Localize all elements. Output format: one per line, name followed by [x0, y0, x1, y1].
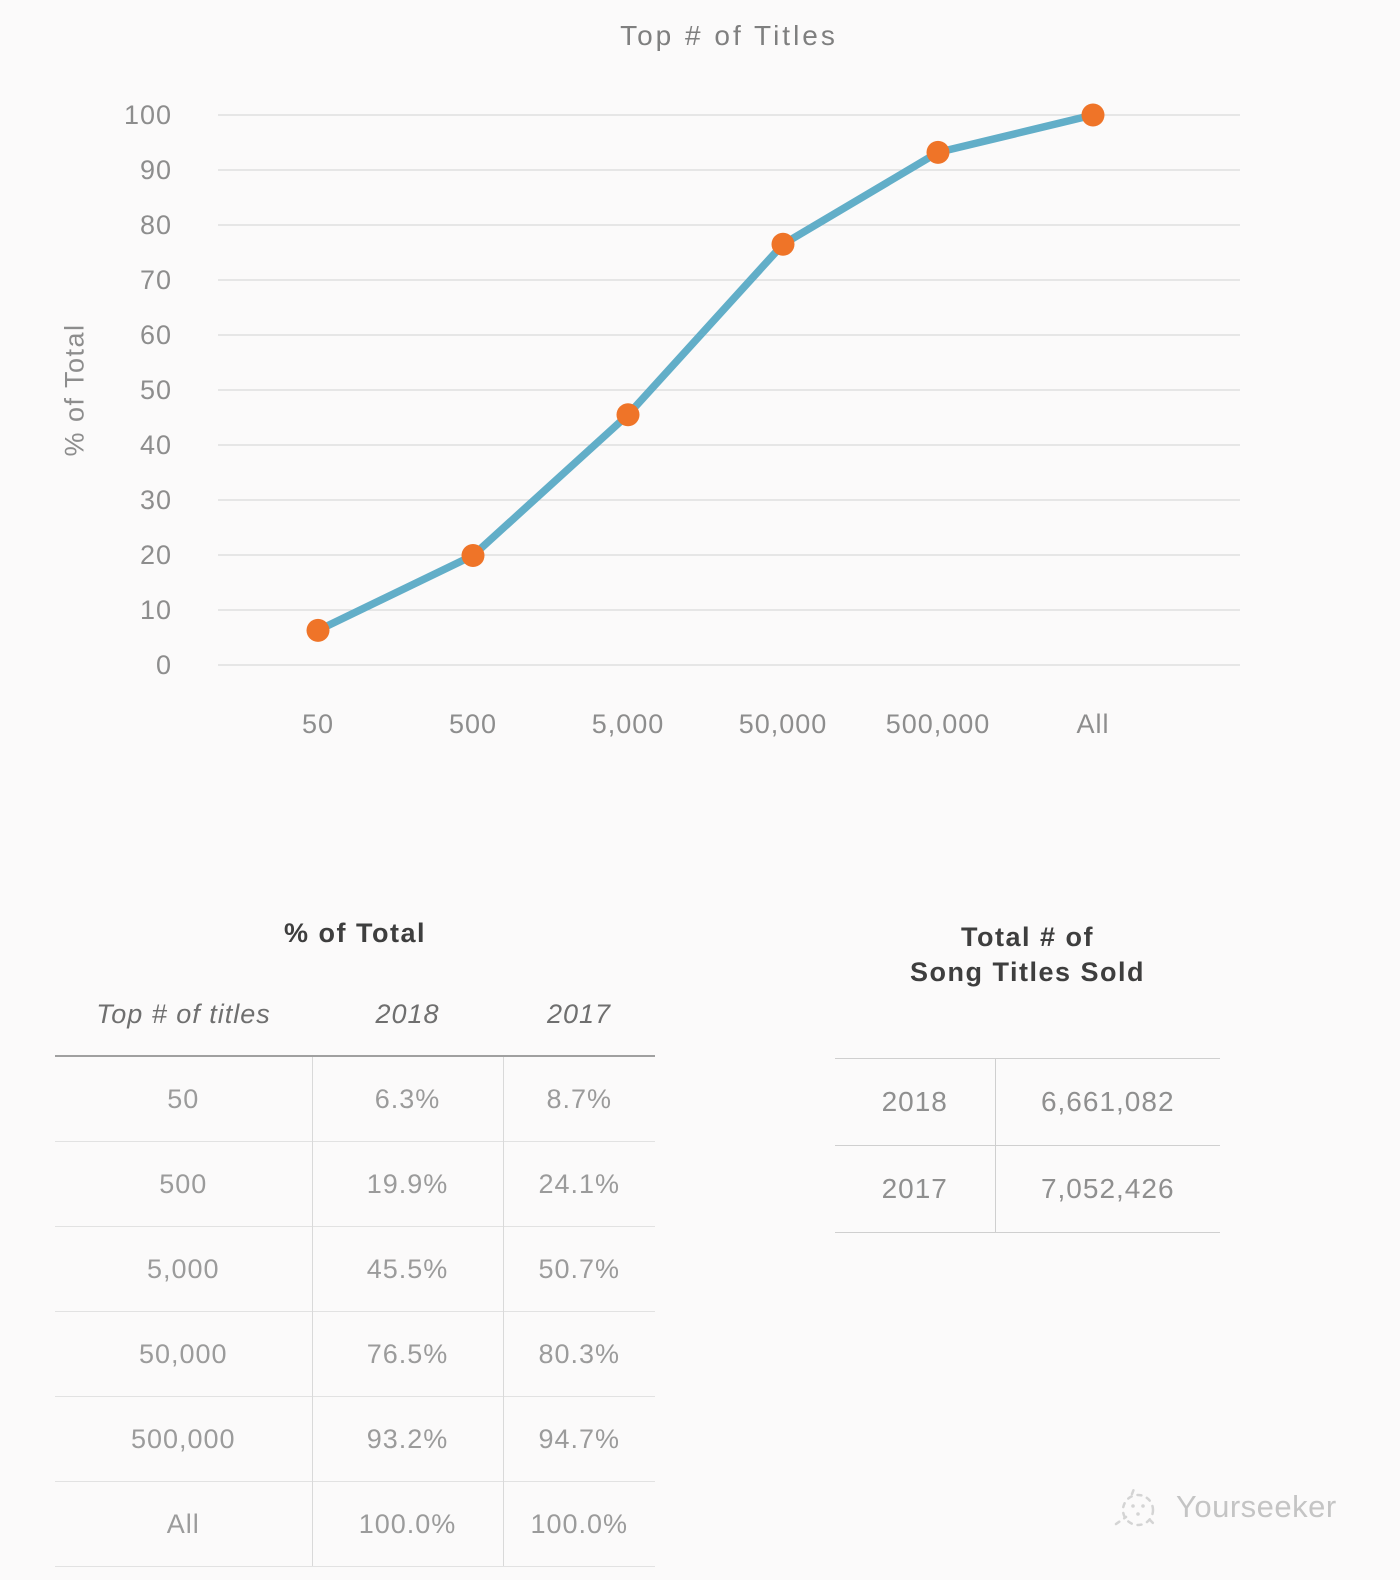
- percent-table-header-row: Top # of titles 2018 2017: [55, 999, 655, 1057]
- data-point-marker: [771, 232, 795, 256]
- percent-table-cell: 100.0%: [502, 1481, 655, 1567]
- y-tick-label: 20: [140, 540, 172, 570]
- column-header-2017: 2017: [503, 999, 655, 1057]
- data-point-marker: [461, 544, 485, 568]
- chart-title: Top # of Titles: [620, 20, 838, 51]
- watermark-label: Yourseeker: [1176, 1489, 1337, 1524]
- percent-table-cell: 80.3%: [502, 1311, 655, 1397]
- series-line-2018: [314, 111, 1097, 635]
- y-tick-label: 100: [124, 100, 172, 130]
- percent-table-cell: 45.5%: [311, 1226, 503, 1312]
- x-tick-label: 50: [302, 709, 334, 739]
- y-tick-label: 90: [140, 155, 172, 185]
- percent-table-cell: 8.7%: [502, 1056, 655, 1142]
- percent-of-total-table: % of Total Top # of titles 2018 2017 50 6…: [55, 918, 655, 1567]
- x-tick-label: 50,000: [739, 709, 828, 739]
- yourseeker-logo-icon: [1114, 1484, 1158, 1528]
- percent-table-cell: 76.5%: [311, 1311, 503, 1397]
- y-tick-label: 80: [140, 210, 172, 240]
- y-tick-label: 10: [140, 595, 172, 625]
- y-tick-label: 70: [140, 265, 172, 295]
- percent-table-cell: 94.7%: [502, 1396, 655, 1482]
- watermark: Yourseeker: [1106, 1480, 1337, 1534]
- data-point-marker: [926, 140, 950, 164]
- totals-table-cell: 7,052,426: [994, 1145, 1220, 1233]
- data-point-marker: [616, 403, 640, 427]
- percent-table-row: 50 6.3% 8.7%: [55, 1056, 655, 1142]
- x-tick-label: 500: [449, 709, 497, 739]
- x-tick-label: 5,000: [592, 709, 665, 739]
- totals-table-row: 2017 7,052,426: [835, 1145, 1220, 1233]
- totals-table-title-line1: Total # of: [961, 922, 1094, 952]
- data-point-marker: [306, 618, 330, 642]
- percent-table-row: 50,000 76.5% 80.3%: [55, 1311, 655, 1397]
- percent-table-cell: 500: [55, 1141, 312, 1227]
- totals-table-cell: 6,661,082: [994, 1058, 1220, 1146]
- y-tick-label: 50: [140, 375, 172, 405]
- percent-table-row: All 100.0% 100.0%: [55, 1481, 655, 1567]
- totals-table-title: Total # of Song Titles Sold: [835, 920, 1220, 990]
- percent-table-row: 500 19.9% 24.1%: [55, 1141, 655, 1227]
- percent-table-cell: 50: [167, 1083, 200, 1114]
- column-header-2018: 2018: [312, 999, 503, 1057]
- totals-table-cell: 2018: [835, 1058, 995, 1146]
- y-tick-label: 0: [156, 650, 172, 680]
- data-point-marker: [1081, 103, 1105, 127]
- percent-table-cell: 500,000: [55, 1396, 312, 1482]
- y-tick-label: 40: [140, 430, 172, 460]
- y-tick-label: 30: [140, 485, 172, 515]
- percent-table-title: % of Total: [284, 918, 426, 948]
- percent-table-row: 5,000 45.5% 50.7%: [55, 1226, 655, 1312]
- percent-table-cell: 5,000: [55, 1226, 312, 1312]
- column-header-top-titles: Top # of titles: [55, 999, 312, 1057]
- percent-table-cell: 50,000: [55, 1311, 312, 1397]
- line-chart: 0 10 20 30 40 50 60 70 80 90 100 50 500 5,000 50,000 50…: [124, 100, 1240, 739]
- totals-table-title-line2: Song Titles Sold: [909, 957, 1146, 987]
- percent-table-cell: 19.9%: [311, 1141, 503, 1227]
- x-tick-label: 500,000: [886, 709, 991, 739]
- percent-table-row: 500,000 93.2% 94.7%: [55, 1396, 655, 1482]
- totals-table-cell: 2017: [835, 1145, 995, 1233]
- percent-table-cell: 50.7%: [502, 1226, 655, 1312]
- percent-table-cell: 93.2%: [311, 1396, 503, 1482]
- total-song-titles-table: Total # of Song Titles Sold 2018 6,661,08…: [835, 920, 1220, 1233]
- percent-table-cell: 6.3%: [311, 1056, 503, 1142]
- percent-table-cell: 100.0%: [311, 1481, 503, 1567]
- x-tick-label: All: [1076, 709, 1109, 739]
- totals-table-row: 2018 6,661,082: [835, 1058, 1220, 1146]
- y-tick-label: 60: [140, 320, 172, 350]
- percent-table-cell: 24.1%: [502, 1141, 655, 1227]
- percent-table-cell: All: [55, 1481, 312, 1567]
